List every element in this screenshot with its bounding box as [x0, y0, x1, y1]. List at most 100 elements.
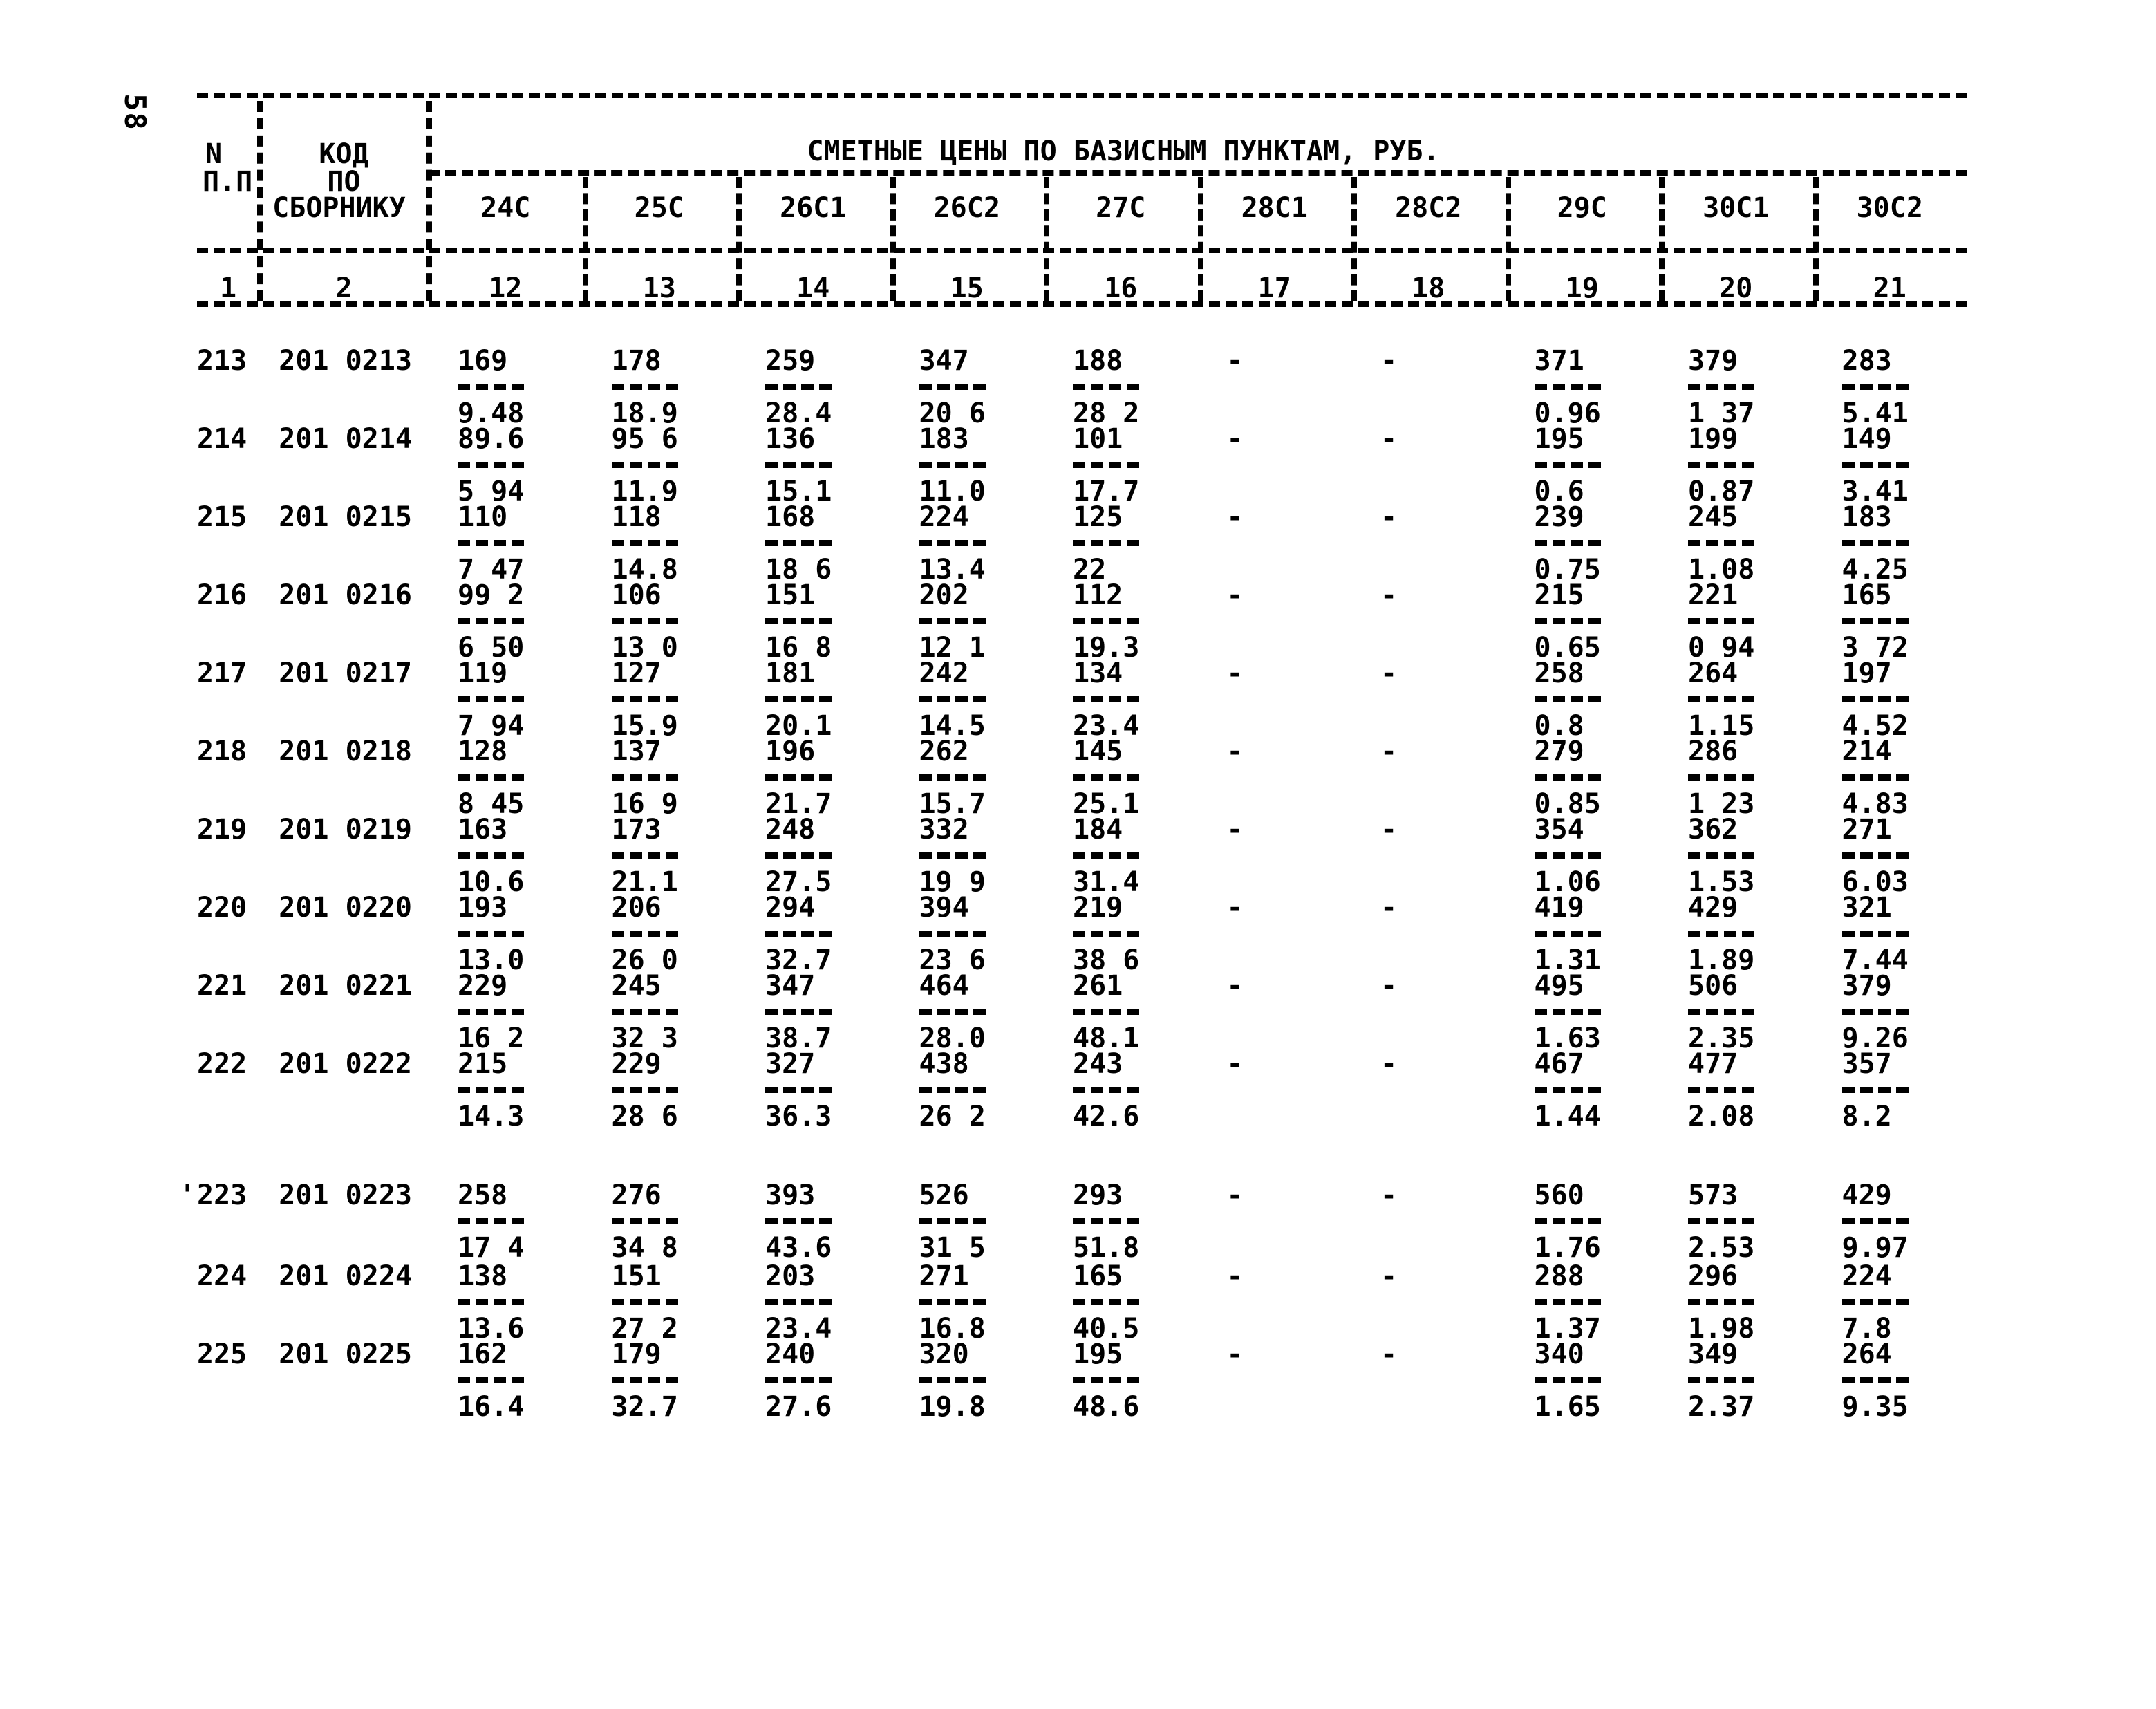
price-cell: 118 14.8 — [583, 503, 737, 583]
price-denominator: 10.6 — [458, 866, 525, 898]
fraction-bar — [919, 462, 986, 468]
column-index: 19 — [1565, 272, 1599, 304]
price-cell: 477 2.08 — [1659, 1050, 1813, 1130]
price-denominator: 0.8 — [1534, 710, 1584, 742]
price-cell: 95 6 11.9 — [583, 425, 737, 505]
fraction-bar — [1688, 384, 1754, 390]
price-denominator: 4.83 — [1841, 788, 1909, 820]
price-denominator: 15.7 — [919, 788, 986, 820]
price-denominator: 8 45 — [458, 788, 525, 820]
price-numerator: 379 — [1841, 970, 1892, 1002]
price-cell: 242 14.5 — [890, 660, 1044, 740]
fraction-bar — [919, 1087, 986, 1093]
table-row: 218 201 0218 128 8 45 137 1 — [197, 736, 2063, 820]
price-denominator: 28.0 — [919, 1022, 986, 1054]
price-numerator: 181 — [765, 657, 816, 689]
price-denominator: 16 2 — [458, 1022, 525, 1054]
row-code: 201 0220 — [279, 892, 412, 924]
price-cell: 165 40.5 — [1044, 1260, 1198, 1345]
fraction-bar — [458, 618, 524, 624]
price-denominator: 26 0 — [611, 944, 678, 976]
price-numerator: 259 — [765, 345, 816, 377]
price-numerator: 271 — [1841, 814, 1892, 846]
price-numerator: - — [1226, 736, 1244, 767]
fraction-bar — [1841, 1299, 1909, 1305]
fraction-bar — [1073, 1377, 1139, 1383]
price-denominator: 0.65 — [1534, 632, 1601, 664]
price-cell: - — [1351, 660, 1506, 738]
price-cell: 286 1 23 — [1659, 738, 1813, 818]
price-denominator: 26 2 — [919, 1101, 986, 1132]
header-npp-line1: N — [205, 138, 223, 170]
price-cell: 379 1 37 — [1659, 347, 1813, 427]
price-denominator: 5.41 — [1841, 398, 1909, 429]
price-numerator: - — [1380, 1179, 1398, 1211]
price-denominator: 12 1 — [919, 632, 986, 664]
price-numerator: 145 — [1073, 736, 1123, 767]
price-cell: 258 17 4 — [429, 1182, 583, 1264]
price-numerator: 219 — [1073, 892, 1123, 924]
table-row: 225 201 0225 162 16.4 179 3 — [197, 1338, 2063, 1421]
column-label-row: 24С 25С 26С1 26С2 27С 28С1 28С2 29С 30С1… — [429, 192, 1967, 224]
row-label: 213 201 0213 — [197, 347, 429, 375]
table-row: 222 201 0222 215 14.3 229 2 — [197, 1048, 2063, 1132]
price-denominator: 28 2 — [1073, 398, 1140, 429]
price-numerator: 229 — [611, 1048, 662, 1080]
price-cell: 99 2 6 50 — [429, 581, 583, 662]
price-denominator: 17 4 — [458, 1232, 525, 1264]
column-divider — [736, 177, 742, 301]
row-number: 222 — [197, 1048, 247, 1080]
price-numerator: 195 — [1073, 1338, 1123, 1370]
price-numerator: 128 — [458, 736, 508, 767]
fraction-bar — [458, 1299, 524, 1305]
row-label: 224 201 0224 — [197, 1260, 429, 1292]
column-divider — [583, 177, 588, 301]
column-label-underline — [197, 248, 1967, 253]
fraction-bar — [1841, 1087, 1909, 1093]
fraction-bar — [765, 618, 832, 624]
column-label: 28С1 — [1241, 192, 1308, 224]
price-denominator: 7 47 — [458, 554, 525, 586]
price-numerator: 165 — [1073, 1260, 1123, 1292]
row-label: 218 201 0218 — [197, 738, 429, 765]
price-numerator: 137 — [611, 736, 662, 767]
price-numerator: - — [1380, 736, 1398, 767]
price-denominator: 15.9 — [611, 710, 678, 742]
fraction-bar — [458, 1087, 524, 1093]
price-cell: 296 1.98 — [1659, 1260, 1813, 1343]
row-code: 201 0218 — [279, 736, 412, 767]
price-denominator: 40.5 — [1073, 1313, 1140, 1345]
price-cell: 221 0 94 — [1659, 581, 1813, 662]
price-numerator: 199 — [1688, 423, 1738, 455]
price-numerator: 162 — [458, 1338, 508, 1370]
fraction-bar — [1534, 1087, 1601, 1093]
price-denominator: 7.44 — [1841, 944, 1909, 976]
price-numerator: 184 — [1073, 814, 1123, 846]
fraction-bar — [1073, 1087, 1139, 1093]
price-numerator: 165 — [1841, 579, 1892, 611]
price-numerator: 110 — [458, 501, 508, 533]
row-code: 201 0215 — [279, 501, 412, 533]
price-cell: 294 32.7 — [736, 894, 890, 974]
price-denominator: 7.8 — [1841, 1313, 1892, 1345]
price-numerator: - — [1226, 657, 1244, 689]
row-number: 224 — [197, 1260, 247, 1292]
price-denominator — [1227, 1077, 1352, 1103]
price-cell: - — [1198, 1262, 1352, 1341]
price-numerator: - — [1380, 657, 1398, 689]
price-numerator: 258 — [1534, 657, 1584, 689]
price-cell: 137 16 9 — [583, 736, 737, 818]
fraction-bar — [1688, 1377, 1754, 1383]
price-numerator: 296 — [1688, 1260, 1738, 1292]
fraction-bar — [919, 618, 986, 624]
price-numerator: 134 — [1073, 657, 1123, 689]
price-cell: - — [1198, 738, 1352, 816]
price-cell: - — [1198, 581, 1352, 660]
price-numerator: - — [1380, 1338, 1398, 1370]
price-denominator — [1380, 1367, 1506, 1394]
price-numerator: 106 — [611, 579, 662, 611]
price-numerator: 149 — [1841, 423, 1892, 455]
price-numerator: - — [1380, 1260, 1398, 1292]
price-cell: 362 1.53 — [1659, 816, 1813, 896]
price-cell: 340 1.65 — [1506, 1341, 1660, 1421]
